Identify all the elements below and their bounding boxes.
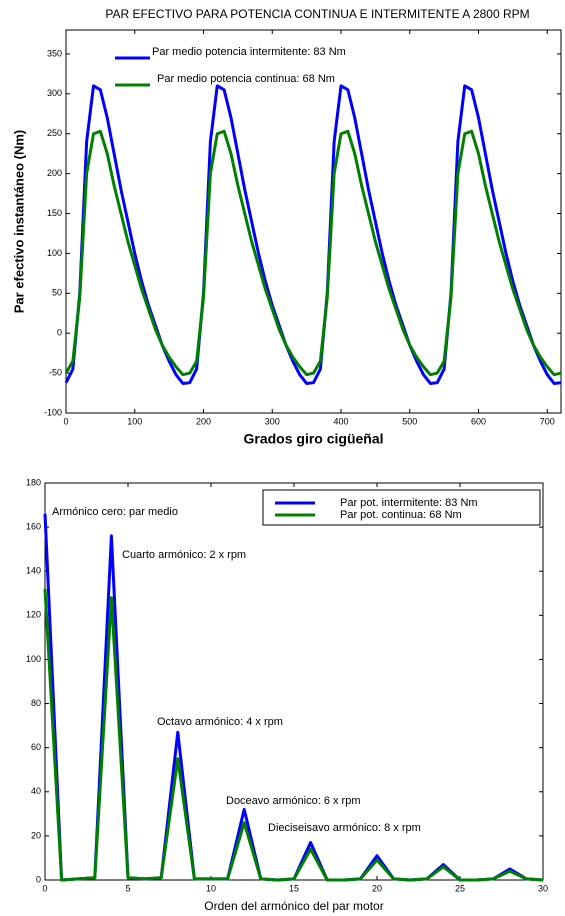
y-tick-label: 80 xyxy=(31,698,41,708)
y-tick-label: 120 xyxy=(26,610,41,620)
x-axis-label: Orden del armónico del par motor xyxy=(204,899,383,913)
series-line xyxy=(43,588,544,882)
plot-frame xyxy=(65,29,562,414)
legend-label: Par medio potencia continua: 68 Nm xyxy=(157,73,335,85)
annotation: Doceavo armónico: 6 x rpm xyxy=(226,795,361,807)
x-tick-label: 0 xyxy=(63,416,68,426)
legend-label: Par pot. intermitente: 83 Nm xyxy=(340,497,478,509)
x-tick-label: 10 xyxy=(206,883,216,893)
x-tick-label: 5 xyxy=(125,883,130,893)
annotation: Cuarto armónico: 2 x rpm xyxy=(122,549,246,561)
y-axis-label: Par efectivo instantáneo (Nm) xyxy=(11,130,26,314)
y-tick-label: 300 xyxy=(47,88,62,98)
x-tick-label: 500 xyxy=(402,416,417,426)
x-tick-label: 30 xyxy=(538,883,548,893)
plot-frame xyxy=(44,482,544,881)
y-tick-label: 200 xyxy=(47,168,62,178)
x-tick-label: 0 xyxy=(42,883,47,893)
series-line xyxy=(64,129,562,377)
chart-title: PAR EFECTIVO PARA POTENCIA CONTINUA E IN… xyxy=(105,7,529,21)
y-tick-label: 60 xyxy=(31,742,41,752)
annotation: Armónico cero: par medio xyxy=(52,506,178,518)
y-tick-label: 0 xyxy=(57,328,62,338)
y-tick-label: 20 xyxy=(31,830,41,840)
y-tick-label: 0 xyxy=(36,874,41,884)
y-tick-label: 100 xyxy=(26,654,41,664)
x-tick-label: 25 xyxy=(455,883,465,893)
y-tick-label: 250 xyxy=(47,128,62,138)
x-tick-label: 300 xyxy=(265,416,280,426)
legend-label: Par pot. continua: 68 Nm xyxy=(340,509,462,521)
y-tick-label: 350 xyxy=(47,48,62,58)
x-axis-label: Grados giro cigüeñal xyxy=(243,431,383,447)
y-tick-label: 50 xyxy=(52,288,62,298)
x-tick-label: 20 xyxy=(372,883,382,893)
legend-box xyxy=(262,489,541,526)
y-tick-label: 40 xyxy=(31,786,41,796)
y-tick-label: 140 xyxy=(26,566,41,576)
x-tick-label: 15 xyxy=(289,883,299,893)
x-tick-label: 100 xyxy=(127,416,142,426)
y-tick-label: -50 xyxy=(49,367,62,377)
x-tick-label: 400 xyxy=(333,416,348,426)
y-tick-label: 160 xyxy=(26,521,41,531)
x-tick-label: 200 xyxy=(196,416,211,426)
x-tick-label: 700 xyxy=(540,416,555,426)
y-tick-label: 150 xyxy=(47,208,62,218)
legend-label: Par medio potencia intermitente: 83 Nm xyxy=(152,46,346,58)
y-tick-label: 100 xyxy=(47,248,62,258)
annotation: Octavo armónico: 4 x rpm xyxy=(157,716,283,728)
y-tick-label: 180 xyxy=(26,477,41,487)
y-tick-label: -100 xyxy=(44,407,62,417)
x-tick-label: 600 xyxy=(471,416,486,426)
annotation: Dieciseisavo armónico: 8 x rpm xyxy=(268,822,421,834)
